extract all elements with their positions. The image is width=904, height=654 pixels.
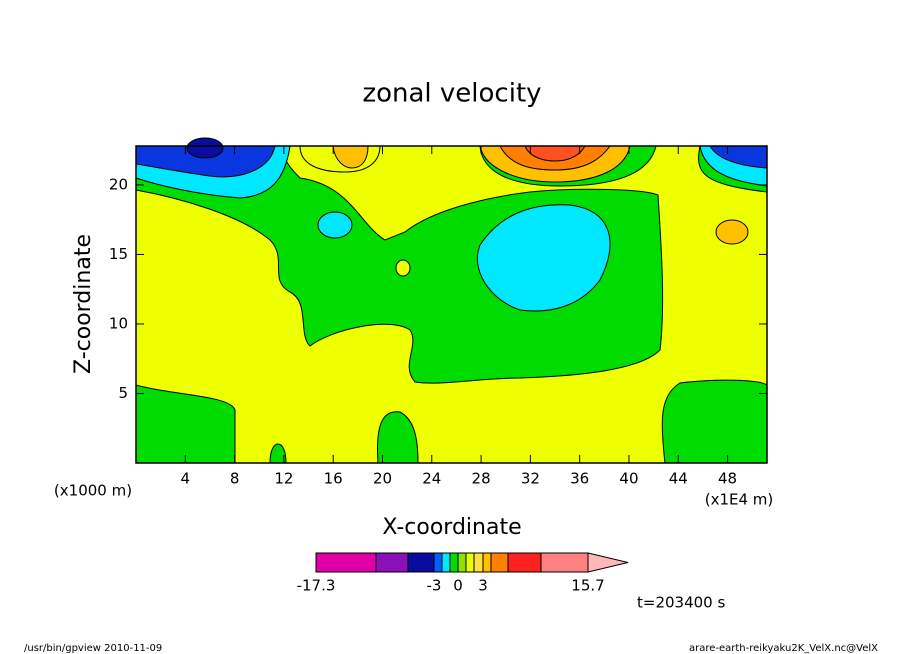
x-tick-label: 12 (274, 470, 293, 488)
x-tick-label: 28 (472, 470, 491, 488)
x-tick-label: 24 (422, 470, 441, 488)
colorbar-segment (433, 552, 443, 573)
colorbar-segment (482, 552, 492, 573)
region-yellow (395, 259, 411, 277)
region-green (661, 379, 768, 464)
colorbar-tick-label: 0 (453, 577, 463, 595)
region-green (269, 443, 287, 464)
region-red (524, 145, 586, 162)
region-gold (715, 219, 749, 245)
colorbar-extension (587, 552, 629, 573)
colorbar-tick-label: -17.3 (297, 577, 336, 595)
footer-left: /usr/bin/gpview 2010-11-09 (24, 643, 162, 654)
y-tick-label: 20 (109, 175, 128, 193)
x-tick-label: 16 (324, 470, 343, 488)
colorbar-segment (540, 552, 589, 573)
y-tick-label: 5 (118, 384, 128, 402)
colorbar-segment (490, 552, 509, 573)
y-tick-label: 15 (109, 245, 128, 263)
colorbar-tick-label: 15.7 (571, 577, 604, 595)
region-blue (135, 145, 276, 178)
x-tick-label: 40 (619, 470, 638, 488)
time-label: t=203400 s (637, 594, 725, 612)
colorbar-segment (449, 552, 459, 573)
x-tick-label: 48 (718, 470, 737, 488)
y-tick-label: 10 (109, 314, 128, 332)
colorbar-segment (473, 552, 484, 573)
x-tick-label: 20 (373, 470, 392, 488)
colorbar-tick-label: -3 (427, 577, 442, 595)
x-tick-label: 8 (230, 470, 240, 488)
y-axis-title: Z-coordinate (71, 234, 96, 374)
x-tick-label: 4 (181, 470, 191, 488)
plot-frame (135, 145, 768, 464)
colorbar-tick-label: 3 (478, 577, 488, 595)
region-green (135, 384, 236, 464)
x-scale-label: (x1E4 m) (705, 491, 774, 509)
x-tick-label: 32 (521, 470, 540, 488)
x-tick-label: 44 (669, 470, 688, 488)
footer-right: arare-earth-reikyaku2K_VelX.nc@VelX (689, 643, 878, 654)
colorbar-segment (507, 552, 542, 573)
colorbar-segment (315, 552, 377, 573)
colorbar-segment (465, 552, 475, 573)
chart-title: zonal velocity (362, 79, 541, 109)
x-tick-label: 36 (570, 470, 589, 488)
region-cyan (476, 204, 611, 312)
colorbar-segment (457, 552, 467, 573)
region-cyan (317, 211, 353, 239)
region-navy (186, 137, 224, 159)
colorbar-segment (441, 552, 451, 573)
contour-field (135, 137, 768, 464)
region-green (376, 411, 419, 464)
colorbar-segment (407, 552, 435, 573)
region-green (135, 145, 768, 384)
region-gold (332, 145, 369, 169)
x-axis-title: X-coordinate (382, 515, 521, 540)
colorbar-segment (375, 552, 409, 573)
x-unit-label: (x1000 m) (54, 482, 132, 500)
